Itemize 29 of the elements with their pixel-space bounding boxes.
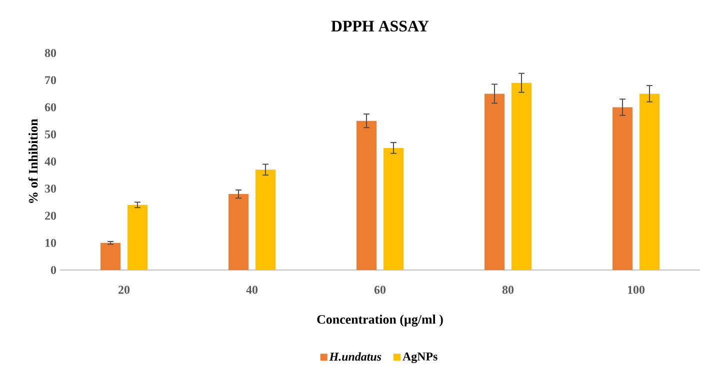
y-axis-title: % of Inhibition — [28, 118, 38, 203]
x-tick-label: 100 — [628, 286, 645, 294]
y-tick-label: 0 — [50, 266, 56, 274]
bar — [100, 242, 121, 270]
bar — [128, 204, 148, 270]
y-tick-label: 30 — [44, 184, 56, 193]
bar — [612, 107, 633, 270]
legend-label: AgNPs — [402, 352, 438, 364]
x-tick-label: 20 — [118, 286, 130, 294]
bar — [512, 82, 532, 270]
bar — [384, 148, 404, 270]
bar — [356, 120, 377, 270]
x-tick-label: 80 — [502, 286, 514, 294]
chart-title: DPPH ASSAY — [331, 20, 429, 32]
bar — [640, 94, 660, 270]
y-tick-label: 80 — [44, 48, 56, 58]
y-tick-label: 50 — [45, 130, 56, 138]
legend-label: H.undatus — [329, 352, 382, 361]
x-axis-title: Concentration (µg/ml ) — [317, 314, 443, 327]
x-tick-label: 60 — [374, 286, 386, 294]
y-tick-label: 70 — [45, 76, 56, 84]
y-tick-label: 20 — [45, 212, 56, 220]
y-tick-label: 10 — [45, 238, 56, 247]
x-tick-label: 40 — [246, 286, 258, 294]
y-tick-label: 60 — [44, 103, 56, 112]
bar — [484, 94, 505, 270]
y-tick-label: 40 — [44, 157, 56, 166]
bar — [256, 170, 276, 270]
bar — [228, 194, 249, 270]
